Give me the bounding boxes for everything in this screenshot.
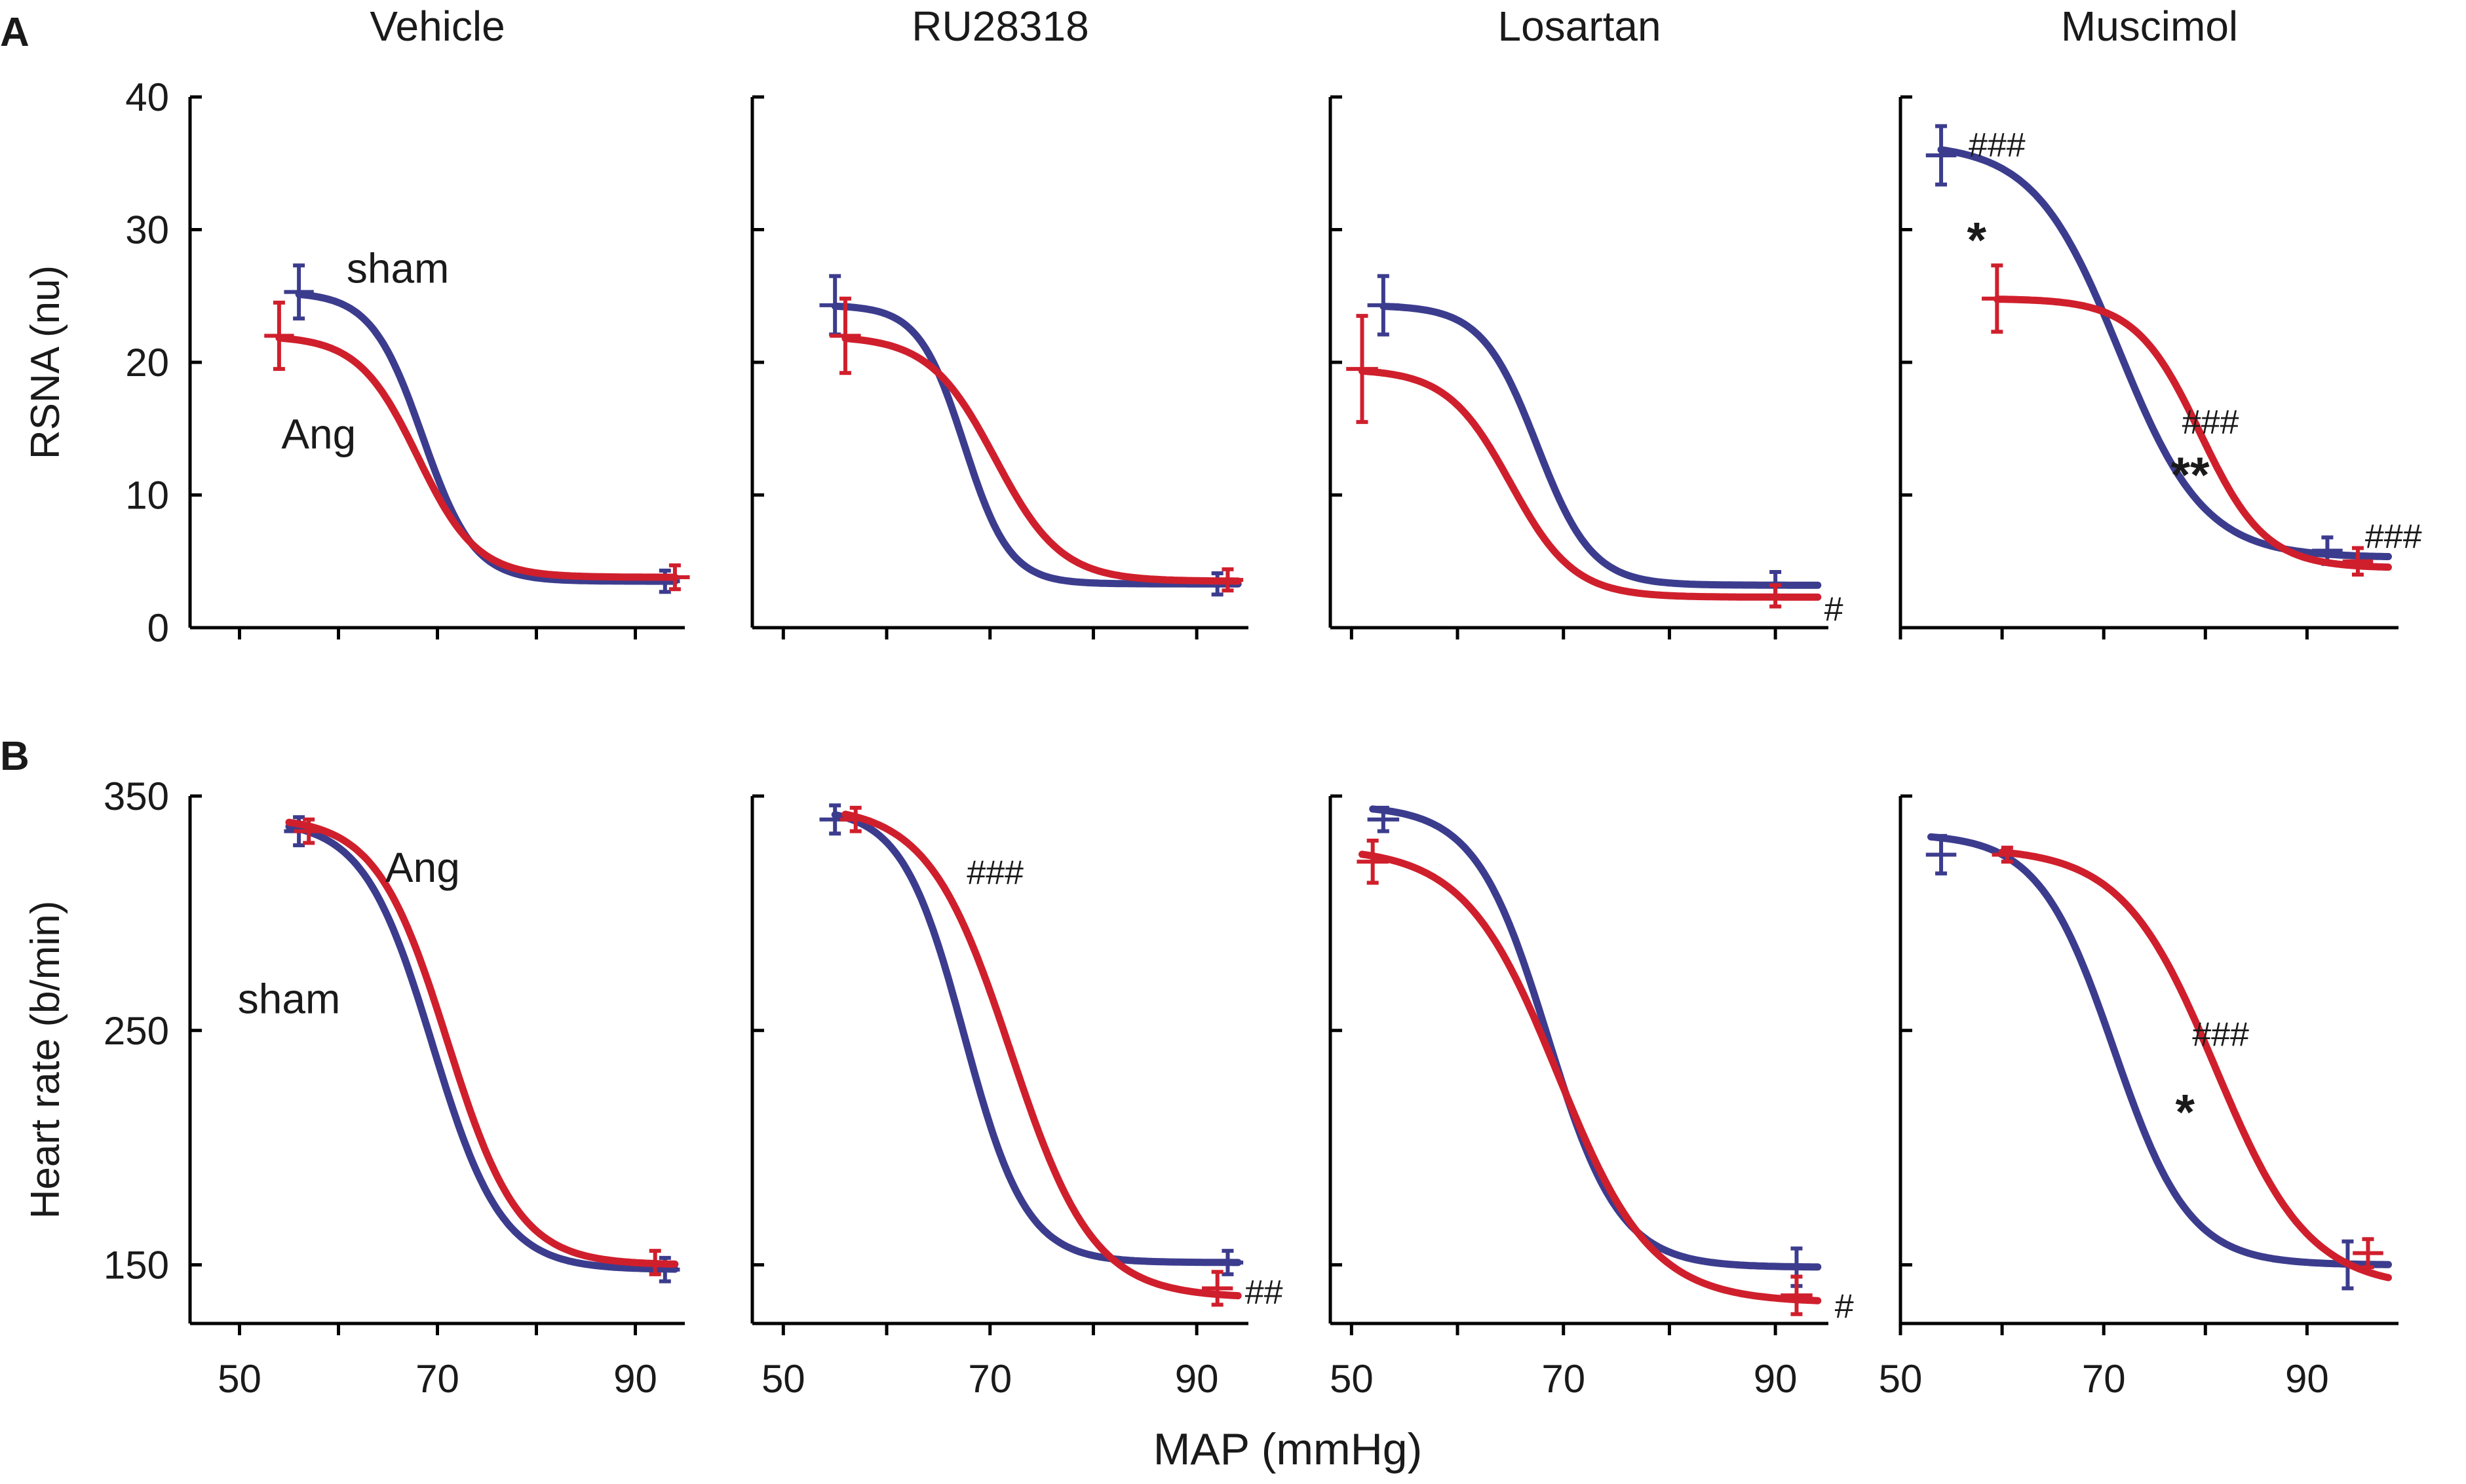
panel-b-ru28318-annotation: ##	[1245, 1274, 1283, 1312]
panel-b-vehicle: 150 250 350 50 70 90 Heart rate (b/min) Ang sham	[23, 774, 685, 1401]
panel-b-losartan-curve-sham	[1369, 805, 1822, 1271]
panel-b-ru28318-x-tick-label: 70	[968, 1357, 1012, 1401]
panel-b-muscimol-curve-sham	[1927, 833, 2392, 1268]
panel-b-vehicle-y-label: Heart rate (b/min)	[23, 901, 68, 1219]
panel-a-ru28318-title: RU28318	[912, 3, 1089, 50]
panel-b-muscimol-x-tick-label: 90	[2285, 1357, 2329, 1401]
panel-b-vehicle-annotation: Ang	[385, 844, 460, 891]
panel-a-vehicle-y-tick-label: 10	[125, 474, 169, 518]
panel-a-muscimol-annotation: **	[2170, 447, 2210, 503]
panel-b-vehicle-y-tick-label: 150	[104, 1244, 169, 1287]
panel-a-vehicle-y-tick-label: 0	[147, 606, 169, 650]
panel-b-ru28318-x-tick-label: 90	[1175, 1357, 1219, 1401]
panel-a-losartan-title: Losartan	[1497, 3, 1661, 50]
panel-b-losartan-curve-ang	[1358, 850, 1822, 1304]
panel-b-muscimol: 50 70 90 ### *	[1879, 794, 2399, 1401]
panel-b-vehicle-curve-sham	[285, 823, 679, 1273]
panel-a-vehicle-y-tick-label: 30	[125, 208, 169, 252]
panel-a-muscimol-curve-ang	[1993, 295, 2392, 571]
panel-a-ru28318: RU28318	[750, 3, 1248, 639]
panel-b-losartan-x-tick-label: 70	[1541, 1357, 1585, 1401]
panel-a-muscimol-annotation: *	[1967, 213, 1987, 269]
panel-a-vehicle-y-label: RSNA (nu)	[23, 265, 68, 459]
panel-a-ru28318-curve-ang	[841, 335, 1242, 585]
panel-a-losartan-curve-sham	[1379, 303, 1822, 589]
panel-b-losartan-annotation: #	[1835, 1287, 1854, 1325]
panel-a-vehicle-y-tick-label: 40	[125, 75, 169, 119]
panel-b-vehicle-y-tick-label: 350	[104, 774, 169, 818]
panel-b-vehicle-curve-ang	[285, 818, 679, 1268]
panel-b-losartan-x-tick-label: 50	[1330, 1357, 1374, 1401]
panel-b-losartan: 50 70 90 #	[1328, 794, 1854, 1401]
plots-group: 0 10 20 30 40 Vehicle RSNA (nu) sham Ang RU28318 L…	[23, 3, 2422, 1401]
panel-b-losartan-x-tick-label: 90	[1754, 1357, 1798, 1401]
panel-a-vehicle-title: Vehicle	[370, 3, 505, 50]
panel-b-muscimol-x-tick-label: 70	[2082, 1357, 2126, 1401]
panel-b-vehicle-x-tick-label: 90	[613, 1357, 657, 1401]
panel-a-muscimol-annotation: ###	[1969, 126, 2026, 164]
panel-b-muscimol-x-tick-label: 50	[1879, 1357, 1923, 1401]
panel-b-ru28318-annotation: ###	[967, 854, 1024, 892]
panel-a-vehicle: 0 10 20 30 40 Vehicle RSNA (nu) sham Ang	[23, 3, 690, 650]
panel-a-vehicle-curve-ang	[275, 334, 679, 581]
panel-a-muscimol-title: Muscimol	[2061, 3, 2238, 50]
panel-a-muscimol-annotation: ###	[2182, 404, 2239, 442]
panel-b-muscimol-annotation: ###	[2192, 1016, 2249, 1054]
panel-a-muscimol-annotation: ###	[2365, 518, 2422, 556]
panel-b-vehicle-y-tick-label: 250	[104, 1009, 169, 1053]
panel-a-muscimol-curve-sham	[1937, 146, 2392, 560]
x-axis-title: MAP (mmHg)	[1153, 1424, 1423, 1474]
panel-a-ru28318-curve-sham	[831, 302, 1242, 588]
panel-a-losartan: Losartan #	[1328, 3, 1843, 639]
panel-b-muscimol-annotation: *	[2175, 1084, 2195, 1140]
panel-b-ru28318: 50 70 90#####	[750, 794, 1283, 1401]
panel-b-ru28318-x-tick-label: 50	[761, 1357, 805, 1401]
panel-letter-b: B	[0, 734, 29, 779]
panel-b-ru28318-curve-sham	[831, 811, 1242, 1266]
panel-a-vehicle-annotation: sham	[347, 244, 450, 292]
panel-a-muscimol: Muscimol ### * ### ** ###	[1898, 3, 2422, 639]
panel-b-muscimol-curve-ang	[1998, 848, 2392, 1282]
panel-a-losartan-curve-ang	[1358, 367, 1822, 601]
panel-a-losartan-annotation: #	[1824, 591, 1843, 629]
panel-b-ru28318-curve-ang	[841, 810, 1242, 1300]
panel-letter-a: A	[0, 10, 29, 55]
panel-b-vehicle-annotation: sham	[238, 975, 341, 1022]
panel-b-vehicle-x-tick-label: 50	[218, 1357, 261, 1401]
panel-b-vehicle-x-tick-label: 70	[415, 1357, 459, 1401]
panel-a-vehicle-y-tick-label: 20	[125, 341, 169, 385]
panel-a-vehicle-annotation: Ang	[281, 410, 356, 457]
